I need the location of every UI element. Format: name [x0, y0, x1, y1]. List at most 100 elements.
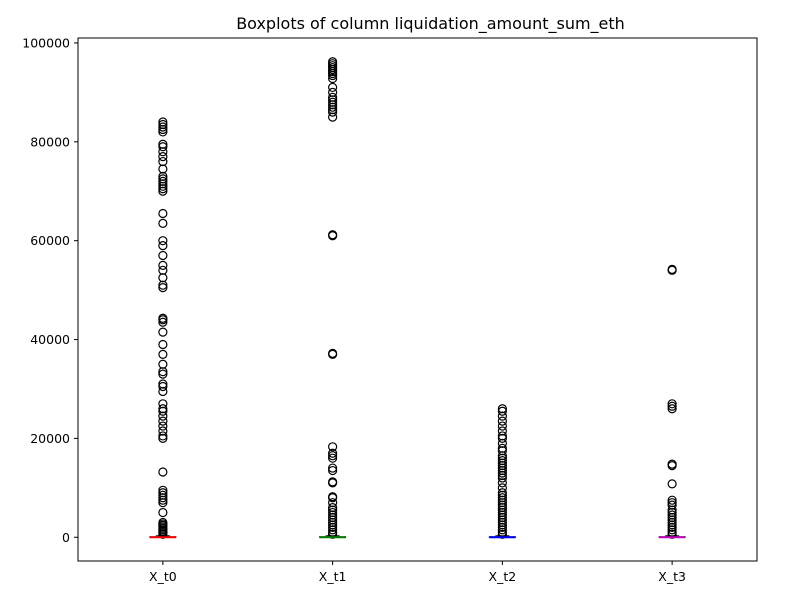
- chart-title: Boxplots of column liquidation_amount_su…: [236, 14, 625, 34]
- boxplot-X_t3: [658, 535, 686, 539]
- outlier-point: [328, 102, 338, 112]
- outlier-point: [158, 241, 168, 251]
- outlier-point: [158, 369, 168, 379]
- outlier-point: [158, 273, 168, 283]
- outlier-point: [158, 181, 168, 191]
- outlier-point: [667, 265, 677, 275]
- outlier-point: [158, 349, 168, 359]
- boxplot-X_t0: [149, 535, 177, 539]
- x-tick-label: X_t0: [149, 569, 177, 584]
- outlier-point: [328, 70, 338, 81]
- outlier-point: [158, 529, 168, 539]
- outlier-point: [667, 529, 677, 539]
- outlier-point: [158, 142, 168, 152]
- outlier-point: [158, 250, 168, 261]
- outlier-point: [158, 339, 168, 350]
- outlier-point: [158, 280, 168, 290]
- outlier-point: [158, 152, 168, 162]
- outlier-point: [158, 236, 168, 246]
- outlier-point: [158, 433, 168, 444]
- outlier-point: [158, 327, 168, 337]
- outlier-point: [328, 478, 338, 488]
- outlier-point: [328, 453, 338, 463]
- outlier-point: [328, 73, 338, 84]
- y-tick-label: 0: [62, 530, 70, 545]
- outlier-point: [328, 107, 338, 117]
- outlier-point: [158, 124, 168, 135]
- y-tick-label: 100000: [22, 35, 70, 50]
- outlier-point: [497, 421, 507, 431]
- outlier-point: [158, 493, 168, 503]
- outlier-point: [667, 401, 677, 411]
- outlier-point: [328, 231, 338, 241]
- outlier-point: [158, 507, 168, 518]
- outlier-point: [158, 421, 168, 431]
- outlier-point: [497, 416, 507, 426]
- outlier-point: [497, 411, 507, 421]
- x-tick-label: X_t2: [489, 569, 517, 584]
- outlier-point: [158, 208, 168, 219]
- outlier-point: [328, 463, 338, 473]
- boxes-layer: [149, 535, 686, 539]
- outlier-point: [497, 478, 507, 488]
- outlier-point: [158, 467, 168, 477]
- outlier-point: [158, 283, 168, 293]
- outlier-point: [158, 431, 168, 441]
- y-tick-label: 40000: [30, 332, 70, 347]
- outlier-point: [328, 451, 338, 461]
- outlier-point: [667, 522, 677, 532]
- outlier-point: [158, 265, 168, 275]
- outlier-point: [158, 359, 168, 369]
- outlier-point: [158, 315, 168, 325]
- outlier-point: [328, 112, 338, 122]
- outlier-point: [328, 529, 338, 539]
- outlier-point: [158, 164, 168, 174]
- outlier-point: [158, 127, 168, 137]
- boxplot-X_t2: [488, 535, 516, 539]
- plot-area-frame: [77, 37, 758, 562]
- outlier-point: [158, 218, 168, 228]
- y-tick-label: 60000: [30, 233, 70, 248]
- outlier-point: [158, 186, 168, 196]
- y-tick-label: 80000: [30, 134, 70, 149]
- outlier-point: [158, 381, 168, 392]
- outlier-point: [158, 495, 168, 505]
- y-axis: 0 20000 40000 60000 80000 100000: [22, 35, 78, 545]
- outlier-point: [158, 386, 168, 397]
- outlier-point: [328, 465, 338, 476]
- outlier-point: [328, 82, 338, 93]
- y-tick-label: 20000: [30, 431, 70, 446]
- outlier-point: [328, 493, 338, 503]
- outlier-point: [497, 522, 507, 532]
- outlier-point: [158, 317, 168, 327]
- x-axis: X_t0 X_t1 X_t2 X_t3: [149, 561, 686, 584]
- boxplot-X_t1: [319, 535, 347, 539]
- outlier-point: [497, 468, 507, 478]
- outlier-point: [497, 406, 507, 416]
- outlier-point: [158, 411, 168, 421]
- outlier-point: [667, 479, 677, 489]
- outlier-point: [158, 416, 168, 426]
- outlier-point: [497, 433, 507, 444]
- outlier-point: [158, 122, 168, 132]
- outlier-point: [328, 349, 338, 359]
- outlier-point: [497, 525, 507, 535]
- outlier-point: [497, 473, 507, 483]
- outlier-point: [328, 448, 338, 458]
- outliers-layer: [158, 57, 677, 539]
- outlier-point: [158, 498, 168, 508]
- outlier-point: [158, 156, 168, 167]
- outlier-point: [667, 495, 677, 505]
- outlier-point: [497, 529, 507, 539]
- outlier-point: [328, 522, 338, 532]
- outlier-point: [158, 184, 168, 194]
- outlier-point: [328, 442, 338, 452]
- outlier-point: [158, 367, 168, 377]
- outlier-point: [667, 404, 677, 414]
- outlier-point: [667, 399, 677, 409]
- outlier-point: [328, 525, 338, 535]
- x-tick-label: X_t1: [319, 569, 347, 584]
- outlier-point: [158, 260, 168, 270]
